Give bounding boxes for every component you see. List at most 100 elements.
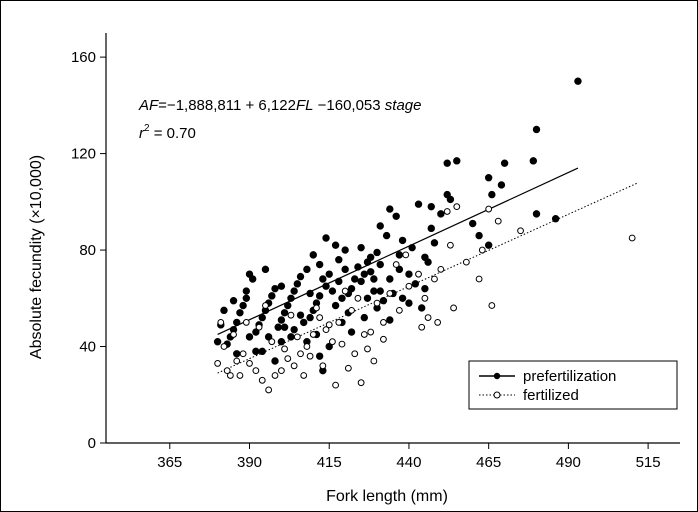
point-prefertilization (529, 157, 538, 165)
legend-marker-prefertilization (493, 372, 501, 380)
point-prefertilization (357, 243, 365, 252)
point-prefertilization (360, 270, 368, 278)
point-fertilized (268, 338, 276, 346)
point-fertilized (338, 340, 346, 348)
point-prefertilization (335, 256, 343, 264)
point-fertilized (628, 234, 636, 242)
point-prefertilization (315, 352, 324, 360)
point-prefertilization (366, 253, 375, 261)
point-fertilized (447, 241, 454, 249)
point-prefertilization (242, 287, 251, 295)
point-prefertilization (379, 297, 388, 305)
point-prefertilization (363, 294, 372, 302)
point-fertilized (332, 381, 340, 389)
point-prefertilization (405, 270, 413, 278)
point-prefertilization (484, 241, 493, 249)
point-fertilized (364, 345, 371, 353)
point-prefertilization (306, 313, 314, 322)
point-fertilized (290, 362, 298, 370)
point-prefertilization (405, 299, 413, 307)
point-fertilized (335, 319, 343, 326)
point-prefertilization (290, 325, 298, 334)
point-prefertilization (252, 328, 260, 336)
point-prefertilization (351, 275, 359, 283)
point-fertilized (281, 345, 288, 353)
point-fertilized (319, 362, 327, 370)
point-fertilized (316, 314, 324, 321)
point-fertilized (348, 306, 355, 314)
point-prefertilization (427, 202, 435, 211)
x-tick-label: 365 (157, 454, 182, 471)
point-prefertilization (331, 301, 340, 310)
point-prefertilization (398, 294, 407, 302)
point-prefertilization (347, 328, 356, 336)
point-fertilized (386, 290, 394, 297)
point-fertilized (351, 350, 359, 358)
point-prefertilization (233, 318, 241, 327)
point-fertilized (226, 372, 234, 379)
point-prefertilization (446, 195, 455, 204)
point-fertilized (421, 294, 429, 302)
point-prefertilization (280, 309, 289, 317)
point-prefertilization (261, 265, 270, 274)
point-fertilized (453, 203, 461, 211)
point-fertilized (475, 275, 483, 283)
point-fertilized (485, 205, 493, 213)
point-prefertilization (338, 294, 346, 302)
point-prefertilization (239, 301, 247, 310)
point-prefertilization (229, 297, 238, 305)
point-prefertilization (354, 263, 362, 271)
point-prefertilization (322, 234, 330, 242)
point-prefertilization (325, 342, 333, 351)
legend-label-prefertilization: prefertilization (523, 368, 616, 385)
point-fertilized (246, 360, 253, 367)
point-prefertilization (335, 277, 343, 286)
fit-line-fertilized (217, 182, 639, 374)
point-prefertilization (469, 219, 477, 228)
point-fertilized (443, 208, 451, 215)
point-prefertilization (274, 323, 282, 331)
point-fertilized (217, 319, 225, 326)
point-prefertilization (386, 205, 394, 213)
point-prefertilization (315, 292, 324, 300)
point-fertilized (325, 321, 333, 329)
point-prefertilization (484, 174, 493, 182)
point-fertilized (437, 265, 445, 273)
point-fertilized (380, 335, 387, 343)
point-prefertilization (373, 248, 381, 257)
point-fertilized (293, 333, 301, 341)
point-prefertilization (500, 159, 509, 167)
point-fertilized (262, 302, 269, 309)
point-fertilized (392, 261, 400, 268)
legend-label-fertilized: fertilized (523, 387, 579, 404)
point-fertilized (360, 331, 368, 338)
x-tick-label: 465 (476, 454, 501, 471)
point-prefertilization (574, 77, 582, 85)
y-axis-label: Absolute fecundity (×10,000) (28, 155, 45, 359)
point-prefertilization (300, 318, 308, 327)
point-prefertilization (315, 260, 324, 269)
legend-marker-fertilized (493, 391, 501, 399)
data-points (213, 77, 636, 394)
point-fertilized (300, 372, 308, 379)
point-fertilized (424, 314, 432, 321)
x-axis-label: Fork length (mm) (326, 488, 448, 505)
point-fertilized (233, 357, 241, 365)
point-prefertilization (398, 236, 407, 245)
point-prefertilization (264, 333, 273, 341)
point-prefertilization (427, 224, 435, 233)
fit-line-prefertilization (217, 167, 579, 336)
x-tick-label: 390 (237, 454, 262, 471)
point-prefertilization (453, 157, 461, 165)
point-fertilized (230, 331, 237, 338)
x-tick-label: 415 (317, 454, 342, 471)
point-prefertilization (376, 260, 384, 269)
point-prefertilization (258, 347, 266, 356)
point-fertilized (322, 326, 330, 334)
point-prefertilization (213, 338, 222, 346)
point-fertilized (220, 343, 228, 350)
legend-box (468, 360, 678, 410)
point-prefertilization (551, 215, 560, 223)
point-prefertilization (370, 287, 378, 295)
